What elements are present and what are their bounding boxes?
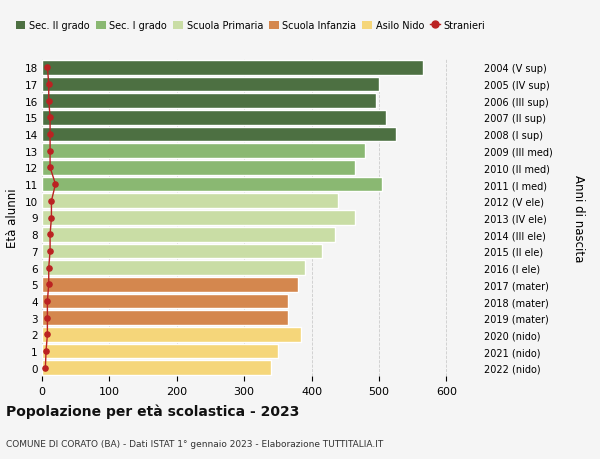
Point — [43, 314, 52, 322]
Point — [47, 198, 56, 205]
Point — [44, 81, 53, 88]
Bar — [42, 77, 379, 92]
Point — [45, 131, 55, 138]
Point — [41, 348, 51, 355]
Point — [45, 231, 55, 238]
Bar — [42, 194, 338, 209]
Bar — [42, 227, 335, 242]
Legend: Sec. II grado, Sec. I grado, Scuola Primaria, Scuola Infanzia, Asilo Nido, Stran: Sec. II grado, Sec. I grado, Scuola Prim… — [12, 17, 490, 35]
Bar — [42, 311, 288, 325]
Bar — [42, 361, 271, 375]
Bar — [42, 111, 386, 125]
Text: Popolazione per età scolastica - 2023: Popolazione per età scolastica - 2023 — [6, 404, 299, 419]
Bar — [42, 244, 322, 259]
Point — [44, 264, 53, 272]
Point — [44, 98, 53, 105]
Bar — [42, 94, 376, 109]
Point — [45, 164, 55, 172]
Point — [50, 181, 60, 188]
Point — [45, 114, 55, 122]
Bar — [42, 261, 305, 275]
Point — [47, 214, 56, 222]
Bar — [42, 61, 423, 75]
Point — [41, 364, 50, 372]
Bar — [42, 277, 298, 292]
Point — [44, 281, 53, 288]
Text: COMUNE DI CORATO (BA) - Dati ISTAT 1° gennaio 2023 - Elaborazione TUTTITALIA.IT: COMUNE DI CORATO (BA) - Dati ISTAT 1° ge… — [6, 439, 383, 448]
Bar — [42, 144, 365, 159]
Bar — [42, 211, 355, 225]
Bar — [42, 161, 355, 175]
Bar — [42, 177, 382, 192]
Bar — [42, 344, 278, 359]
Y-axis label: Anni di nascita: Anni di nascita — [572, 174, 586, 262]
Y-axis label: Età alunni: Età alunni — [6, 188, 19, 248]
Point — [43, 64, 52, 72]
Bar — [42, 294, 288, 309]
Point — [45, 248, 55, 255]
Point — [45, 148, 55, 155]
Point — [43, 331, 52, 338]
Point — [43, 298, 52, 305]
Bar — [42, 327, 301, 342]
Bar — [42, 127, 396, 142]
